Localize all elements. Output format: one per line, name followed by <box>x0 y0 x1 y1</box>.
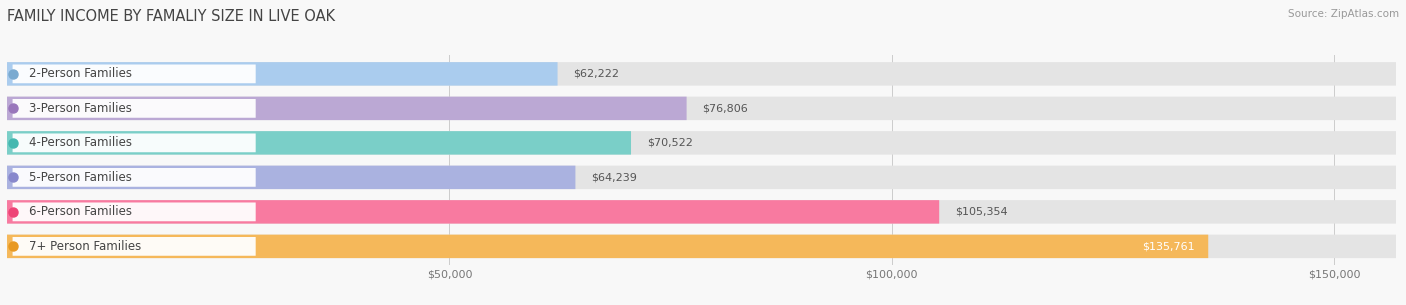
Text: 7+ Person Families: 7+ Person Families <box>30 240 142 253</box>
Text: 6-Person Families: 6-Person Families <box>30 205 132 218</box>
FancyBboxPatch shape <box>7 235 1208 258</box>
FancyBboxPatch shape <box>7 166 1396 189</box>
FancyBboxPatch shape <box>7 200 1396 224</box>
Text: 4-Person Families: 4-Person Families <box>30 136 132 149</box>
Text: Source: ZipAtlas.com: Source: ZipAtlas.com <box>1288 9 1399 19</box>
FancyBboxPatch shape <box>7 97 1396 120</box>
FancyBboxPatch shape <box>13 203 256 221</box>
FancyBboxPatch shape <box>7 235 1396 258</box>
FancyBboxPatch shape <box>13 64 256 83</box>
Text: 3-Person Families: 3-Person Families <box>30 102 132 115</box>
FancyBboxPatch shape <box>7 62 1396 86</box>
Text: 5-Person Families: 5-Person Families <box>30 171 132 184</box>
FancyBboxPatch shape <box>7 200 939 224</box>
FancyBboxPatch shape <box>7 166 575 189</box>
FancyBboxPatch shape <box>7 131 631 155</box>
Text: $105,354: $105,354 <box>955 207 1008 217</box>
FancyBboxPatch shape <box>7 97 686 120</box>
Text: $64,239: $64,239 <box>592 172 637 182</box>
Text: $76,806: $76,806 <box>703 103 748 113</box>
Text: FAMILY INCOME BY FAMALIY SIZE IN LIVE OAK: FAMILY INCOME BY FAMALIY SIZE IN LIVE OA… <box>7 9 335 24</box>
Text: $62,222: $62,222 <box>574 69 620 79</box>
FancyBboxPatch shape <box>13 168 256 187</box>
FancyBboxPatch shape <box>13 134 256 152</box>
FancyBboxPatch shape <box>7 62 558 86</box>
FancyBboxPatch shape <box>7 131 1396 155</box>
Text: $70,522: $70,522 <box>647 138 693 148</box>
Text: 2-Person Families: 2-Person Families <box>30 67 132 81</box>
FancyBboxPatch shape <box>13 99 256 118</box>
Text: $135,761: $135,761 <box>1142 241 1195 251</box>
FancyBboxPatch shape <box>13 237 256 256</box>
